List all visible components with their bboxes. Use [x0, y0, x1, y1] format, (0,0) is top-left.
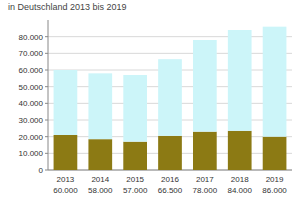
- tick-label: 20.000: [19, 133, 44, 142]
- tick-label: 50.000: [19, 83, 44, 92]
- category-label: 2015: [126, 175, 144, 184]
- tick-label: 30.000: [19, 116, 44, 125]
- grid-line: [48, 36, 292, 37]
- total-label: 84.000: [227, 186, 252, 195]
- bar-segment: [263, 27, 287, 137]
- bar-segment: [158, 59, 182, 136]
- grid-line: [48, 53, 292, 54]
- category-label: 2018: [231, 175, 249, 184]
- category-label: 2019: [266, 175, 284, 184]
- bar-segment: [228, 30, 252, 131]
- bars: [54, 27, 287, 170]
- tick-label: 40.000: [19, 99, 44, 108]
- chart: in Deutschland 2013 bis 2019 0 10.000 20.00…: [0, 0, 300, 200]
- tick-label: 70.000: [19, 49, 44, 58]
- y-axis: [48, 20, 49, 170]
- bar-segment: [54, 70, 78, 135]
- total-label: 58.000: [88, 186, 113, 195]
- category-label: 2014: [91, 175, 109, 184]
- total-label: 66.500: [158, 186, 183, 195]
- tick-label: 10.000: [19, 149, 44, 158]
- tick-label: 0: [39, 166, 44, 175]
- bar-segment: [228, 131, 252, 170]
- bar-segment: [193, 132, 217, 170]
- total-label: 78.000: [193, 186, 218, 195]
- bar-segment: [54, 135, 78, 170]
- bar-segment: [123, 142, 147, 170]
- category-label: 2017: [196, 175, 214, 184]
- tick-label: 60.000: [19, 66, 44, 75]
- total-label: 60.000: [53, 186, 78, 195]
- bar-segment: [263, 137, 287, 170]
- category-label: 2016: [161, 175, 179, 184]
- total-label: 57.000: [123, 186, 148, 195]
- bar-segment: [158, 136, 182, 170]
- category-label: 2013: [57, 175, 75, 184]
- bar-segment: [193, 40, 217, 132]
- title: in Deutschland 2013 bis 2019: [8, 2, 127, 12]
- bar-segment: [88, 139, 112, 170]
- bar-segment: [123, 75, 147, 142]
- bar-segment: [88, 73, 112, 139]
- tick-label: 80.000: [19, 33, 44, 42]
- total-label: 86.000: [262, 186, 287, 195]
